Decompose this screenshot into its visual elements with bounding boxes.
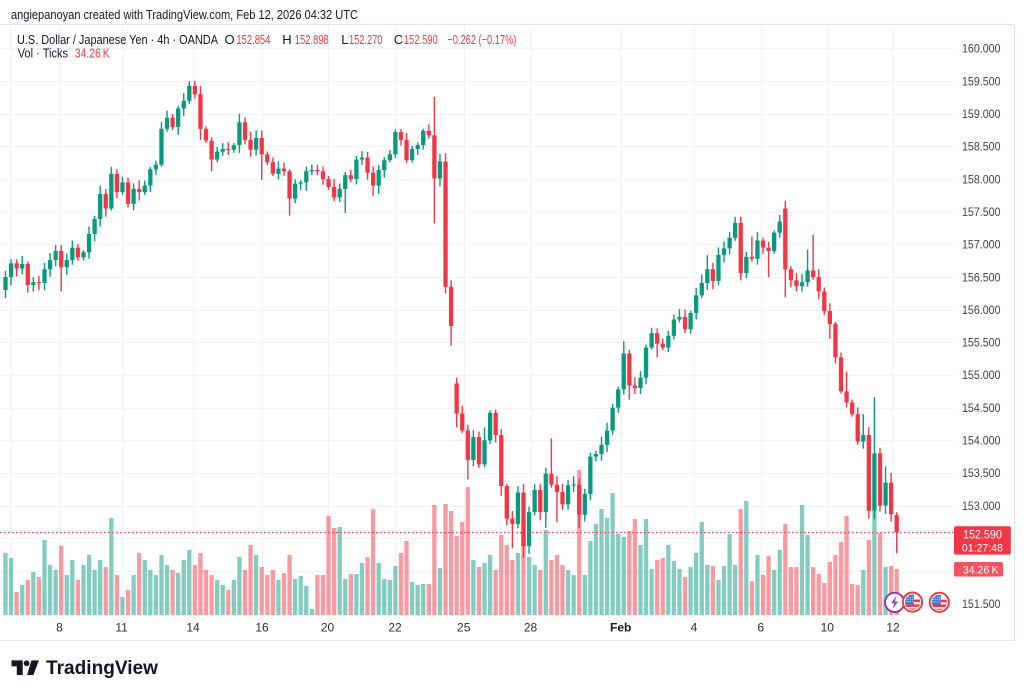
svg-text:158.500: 158.500: [962, 140, 1001, 154]
svg-text:159.500: 159.500: [962, 74, 1001, 88]
svg-text:−0.262 (−0.17%): −0.262 (−0.17%): [447, 32, 516, 47]
svg-text:152.270: 152.270: [349, 32, 382, 47]
svg-text:152.590: 152.590: [404, 32, 438, 47]
svg-text:159.000: 159.000: [962, 107, 1001, 121]
svg-text:25: 25: [457, 621, 471, 635]
svg-text:156.000: 156.000: [962, 303, 1001, 317]
svg-text:34.26 K: 34.26 K: [75, 46, 110, 61]
svg-text:154.500: 154.500: [962, 401, 1001, 415]
svg-text:01:27:48: 01:27:48: [962, 543, 1003, 555]
svg-text:153.000: 153.000: [962, 499, 1001, 513]
svg-text:U.S. Dollar / Japanese Yen · 4: U.S. Dollar / Japanese Yen · 4h · OANDA: [17, 32, 218, 47]
svg-text:154.000: 154.000: [962, 434, 1001, 448]
svg-text:157.500: 157.500: [962, 205, 1001, 219]
svg-text:158.000: 158.000: [962, 172, 1001, 186]
svg-text:L: L: [341, 32, 348, 47]
svg-text:157.000: 157.000: [962, 238, 1001, 252]
svg-text:153.500: 153.500: [962, 466, 1001, 480]
svg-text:34.26 K: 34.26 K: [963, 564, 1000, 576]
svg-text:C: C: [394, 32, 403, 47]
svg-text:12: 12: [886, 621, 900, 635]
svg-text:28: 28: [524, 621, 538, 635]
svg-text:8: 8: [56, 621, 63, 635]
svg-text:152.854: 152.854: [236, 32, 270, 47]
svg-text:20: 20: [321, 621, 335, 635]
svg-text:152.590: 152.590: [963, 528, 1002, 542]
svg-text:151.500: 151.500: [962, 597, 1001, 611]
svg-text:O: O: [225, 32, 235, 47]
svg-text:14: 14: [186, 621, 200, 635]
svg-text:TradingView: TradingView: [46, 657, 159, 679]
svg-text:16: 16: [255, 621, 269, 635]
svg-text:22: 22: [388, 621, 402, 635]
svg-text:angiepanoyan created with Trad: angiepanoyan created with TradingView.co…: [11, 7, 358, 22]
svg-text:11: 11: [115, 621, 128, 635]
svg-text:H: H: [282, 32, 291, 47]
svg-text:10: 10: [821, 621, 835, 635]
svg-text:155.000: 155.000: [962, 368, 1001, 382]
svg-text:4: 4: [691, 621, 698, 635]
svg-text:Feb: Feb: [610, 621, 631, 635]
svg-text:155.500: 155.500: [962, 336, 1001, 350]
svg-text:6: 6: [757, 621, 764, 635]
svg-text:152.898: 152.898: [295, 32, 329, 47]
svg-text:Vol · Ticks: Vol · Ticks: [18, 46, 69, 61]
svg-text:160.000: 160.000: [962, 42, 1001, 56]
svg-text:156.500: 156.500: [962, 270, 1001, 284]
